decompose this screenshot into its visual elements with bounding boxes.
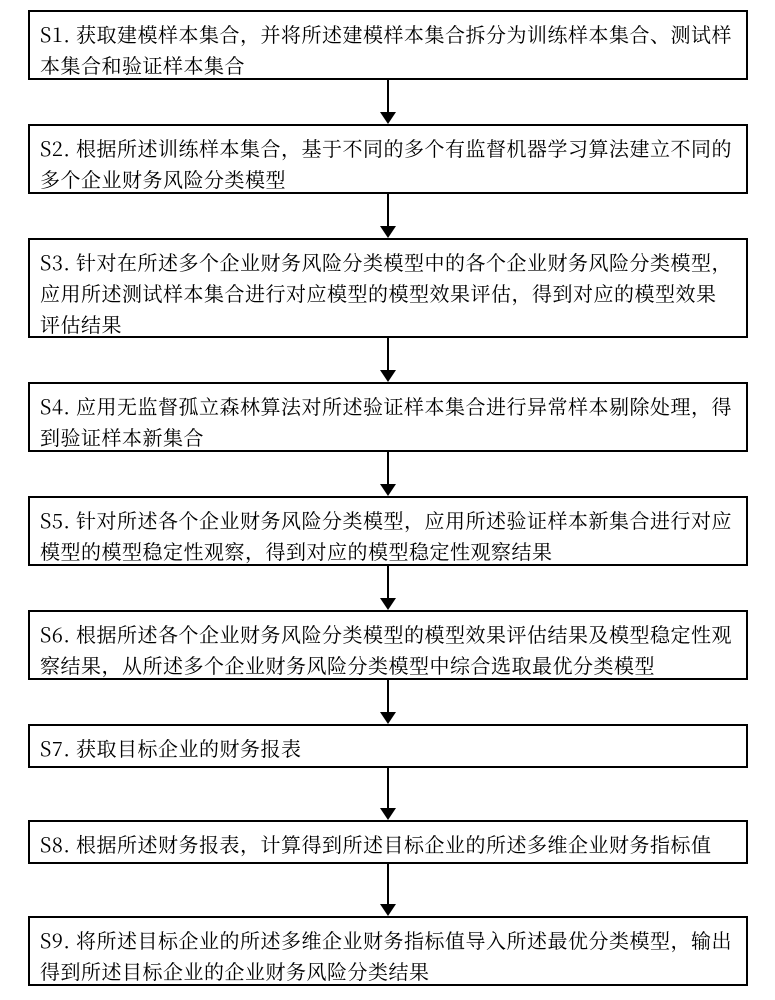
step-box-s7: S7. 获取目标企业的财务报表	[28, 724, 748, 768]
step-text-s6: S6. 根据所述各个企业财务风险分类模型的模型效果评估结果及模型稳定性观察结果，…	[40, 618, 736, 680]
flowchart-canvas: S1. 获取建模样本集合，并将所述建模样本集合拆分为训练样本集合、测试样本集合和…	[0, 0, 775, 1000]
step-text-s7: S7. 获取目标企业的财务报表	[40, 732, 302, 763]
step-text-s4: S4. 应用无监督孤立森林算法对所述验证样本集合进行异常样本剔除处理，得到验证样…	[40, 390, 736, 452]
arrow-line-s1-s2	[387, 80, 389, 112]
arrow-line-s3-s4	[387, 338, 389, 370]
arrow-line-s6-s7	[387, 680, 389, 712]
arrow-head-icon	[380, 484, 396, 496]
arrow-head-icon	[380, 112, 396, 124]
arrow-line-s8-s9	[387, 864, 389, 904]
step-text-s3: S3. 针对在所述多个企业财务风险分类模型中的各个企业财务风险分类模型，应用所述…	[40, 246, 736, 339]
arrow-head-icon	[380, 904, 396, 916]
step-text-s9: S9. 将所述目标企业的所述多维企业财务指标值导入所述最优分类模型，输出得到所述…	[40, 924, 736, 986]
arrow-line-s7-s8	[387, 768, 389, 808]
step-box-s6: S6. 根据所述各个企业财务风险分类模型的模型效果评估结果及模型稳定性观察结果，…	[28, 610, 748, 680]
arrow-line-s4-s5	[387, 452, 389, 484]
step-box-s9: S9. 将所述目标企业的所述多维企业财务指标值导入所述最优分类模型，输出得到所述…	[28, 916, 748, 986]
step-box-s4: S4. 应用无监督孤立森林算法对所述验证样本集合进行异常样本剔除处理，得到验证样…	[28, 382, 748, 452]
step-box-s8: S8. 根据所述财务报表，计算得到所述目标企业的所述多维企业财务指标值	[28, 820, 748, 864]
step-box-s3: S3. 针对在所述多个企业财务风险分类模型中的各个企业财务风险分类模型，应用所述…	[28, 238, 748, 338]
step-text-s2: S2. 根据所述训练样本集合，基于不同的多个有监督机器学习算法建立不同的多个企业…	[40, 132, 736, 194]
step-text-s1: S1. 获取建模样本集合，并将所述建模样本集合拆分为训练样本集合、测试样本集合和…	[40, 18, 736, 80]
arrow-line-s2-s3	[387, 194, 389, 226]
step-box-s1: S1. 获取建模样本集合，并将所述建模样本集合拆分为训练样本集合、测试样本集合和…	[28, 10, 748, 80]
step-text-s5: S5. 针对所述各个企业财务风险分类模型，应用所述验证样本新集合进行对应模型的模…	[40, 504, 736, 566]
arrow-head-icon	[380, 712, 396, 724]
arrow-head-icon	[380, 808, 396, 820]
arrow-head-icon	[380, 598, 396, 610]
arrow-head-icon	[380, 370, 396, 382]
arrow-line-s5-s6	[387, 566, 389, 598]
arrow-head-icon	[380, 226, 396, 238]
step-box-s5: S5. 针对所述各个企业财务风险分类模型，应用所述验证样本新集合进行对应模型的模…	[28, 496, 748, 566]
step-text-s8: S8. 根据所述财务报表，计算得到所述目标企业的所述多维企业财务指标值	[40, 828, 712, 859]
step-box-s2: S2. 根据所述训练样本集合，基于不同的多个有监督机器学习算法建立不同的多个企业…	[28, 124, 748, 194]
